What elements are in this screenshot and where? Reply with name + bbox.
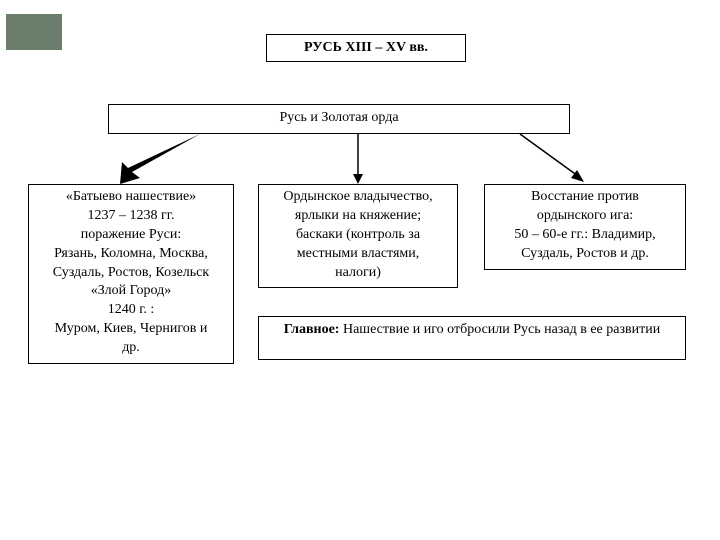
arrow-right [520,134,584,182]
right-box-border [484,184,686,270]
subtitle-box: Русь и Золотая орда [108,104,570,134]
subtitle-text: Русь и Золотая орда [279,110,398,125]
title-box: РУСЬ XIII – XV вв. [266,34,466,62]
slide-corner-decoration [6,14,62,50]
arrow-center [353,134,363,184]
left-box-border [28,184,234,364]
main-box: Главное: Нашествие и иго отбросили Русь … [258,316,686,360]
main-text: Нашествие и иго отбросили Русь назад в е… [339,322,660,337]
title-text: РУСЬ XIII – XV вв. [304,40,428,55]
center-box-border [258,184,458,288]
main-bold-label: Главное: [284,322,340,337]
arrow-left [120,134,200,184]
